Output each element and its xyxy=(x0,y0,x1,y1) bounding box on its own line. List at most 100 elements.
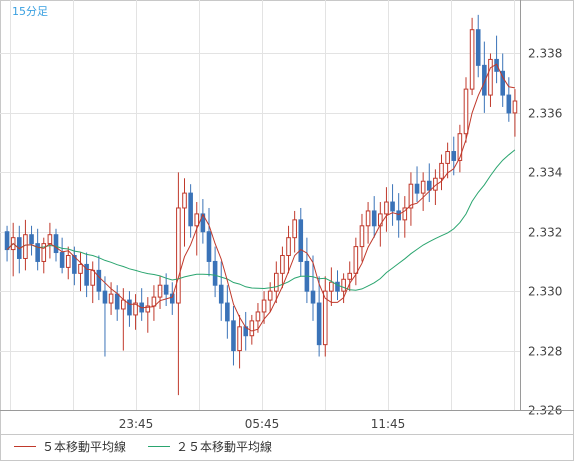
candle-body xyxy=(488,58,493,96)
candle-body xyxy=(96,269,102,292)
candle-body xyxy=(408,183,414,209)
candle xyxy=(316,276,322,357)
candle-body xyxy=(133,302,138,316)
candle-body xyxy=(414,183,420,194)
y-tick-label: 2.336 xyxy=(528,107,562,121)
candle xyxy=(500,53,506,107)
candle xyxy=(139,288,144,321)
candle-body xyxy=(310,290,316,304)
candle-body xyxy=(341,278,346,292)
candle xyxy=(439,154,444,191)
candle-body xyxy=(365,210,371,227)
candle-body xyxy=(65,255,71,268)
candles xyxy=(4,14,518,396)
candle xyxy=(488,53,493,107)
candle xyxy=(72,246,77,286)
candle-body xyxy=(188,192,193,227)
candle-body xyxy=(445,151,450,164)
candle xyxy=(182,178,187,247)
candle-body xyxy=(451,151,457,161)
candle xyxy=(218,261,224,321)
candle xyxy=(59,237,65,274)
candle-body xyxy=(225,302,230,322)
candle-body xyxy=(329,281,334,292)
candle xyxy=(329,267,334,307)
candle xyxy=(200,199,206,244)
candle xyxy=(280,246,285,289)
x-tick-label: 23:45 xyxy=(119,417,154,431)
candle xyxy=(390,184,395,226)
candle xyxy=(41,237,47,274)
candle xyxy=(475,14,481,78)
candle xyxy=(420,172,426,211)
candle xyxy=(206,207,212,277)
candle-body xyxy=(298,219,304,262)
legend-label-ma5: ５本移動平均線 xyxy=(42,440,127,454)
candle xyxy=(102,276,108,357)
candle-body xyxy=(316,302,322,346)
legend-swatch-ma25 xyxy=(148,446,170,447)
candle-body xyxy=(90,269,96,286)
candle xyxy=(121,288,126,351)
chart-title: 15分足 xyxy=(12,5,48,18)
candle-body xyxy=(371,210,377,227)
candle-body xyxy=(35,243,40,262)
candle-body xyxy=(286,237,291,257)
candle-body xyxy=(41,243,47,262)
y-tick-label: 2.328 xyxy=(528,345,562,359)
legend-label-ma25: ２５本移動平均線 xyxy=(176,440,273,454)
candle-body xyxy=(163,284,169,295)
candle xyxy=(176,172,181,396)
candle-body xyxy=(4,231,10,251)
candle-body xyxy=(249,320,255,337)
candle-body xyxy=(500,70,506,96)
legend-item-ma25: ２５本移動平均線 xyxy=(148,438,272,455)
candle xyxy=(78,252,83,292)
legend-swatch-ma5 xyxy=(14,446,36,447)
candle-body xyxy=(176,207,181,304)
candle-body xyxy=(23,234,28,259)
candle xyxy=(145,297,151,333)
candle xyxy=(133,294,138,330)
candle-body xyxy=(157,284,163,298)
candle-body xyxy=(280,255,285,274)
candle xyxy=(469,17,475,96)
candle-body xyxy=(53,234,59,254)
candle xyxy=(243,311,249,351)
candle xyxy=(114,285,120,321)
candle xyxy=(359,213,365,262)
y-tick-label: 2.330 xyxy=(528,285,562,299)
ma5-line xyxy=(6,63,515,332)
candle-body xyxy=(475,29,481,66)
candle xyxy=(347,261,353,292)
candle xyxy=(512,89,518,137)
candle-body xyxy=(231,320,236,352)
candle-body xyxy=(359,225,365,248)
candle xyxy=(127,291,132,327)
candle-body xyxy=(108,293,114,304)
candle xyxy=(35,228,40,271)
candle-body xyxy=(47,234,53,245)
candle xyxy=(304,237,310,304)
candle-body xyxy=(218,284,224,304)
candle-body xyxy=(335,281,340,292)
x-tick-label: 05:45 xyxy=(245,417,280,431)
candle-body xyxy=(114,293,120,310)
candle-body xyxy=(426,180,432,191)
candle xyxy=(249,314,255,345)
x-tick-label: 11:45 xyxy=(371,417,406,431)
candle xyxy=(157,276,163,309)
candle xyxy=(267,282,273,312)
candle xyxy=(506,77,512,122)
candle xyxy=(10,222,16,277)
candle xyxy=(286,225,291,274)
moving-averages xyxy=(6,63,516,332)
candle xyxy=(426,163,432,203)
candle xyxy=(225,285,230,339)
candle xyxy=(371,196,377,238)
candle-body xyxy=(237,326,242,352)
candle xyxy=(298,207,304,277)
candle xyxy=(29,225,34,256)
